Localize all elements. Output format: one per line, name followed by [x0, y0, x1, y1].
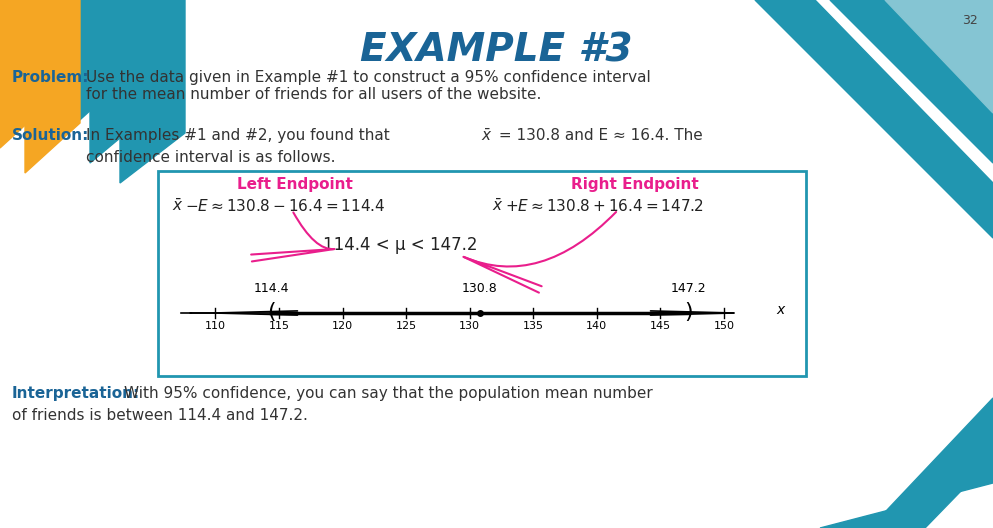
Text: $+ E \approx 130.8 + 16.4 = 147.2$: $+ E \approx 130.8 + 16.4 = 147.2$: [505, 198, 704, 214]
Text: ): ): [684, 302, 692, 322]
Text: = 130.8 and E ≈ 16.4. The: = 130.8 and E ≈ 16.4. The: [494, 128, 703, 143]
Text: $\bar{x}$: $\bar{x}$: [492, 198, 503, 214]
Text: 125: 125: [395, 321, 417, 331]
FancyBboxPatch shape: [158, 171, 806, 376]
Text: 147.2: 147.2: [670, 282, 706, 295]
Text: 120: 120: [332, 321, 354, 331]
Text: of friends is between 114.4 and 147.2.: of friends is between 114.4 and 147.2.: [12, 408, 308, 423]
Text: confidence interval is as follows.: confidence interval is as follows.: [86, 150, 336, 165]
Text: x: x: [776, 303, 784, 317]
Text: Interpretation:: Interpretation:: [12, 386, 140, 401]
Text: EXAMPLE #3: EXAMPLE #3: [359, 32, 633, 70]
Text: $\bar{x}$: $\bar{x}$: [481, 128, 493, 144]
Polygon shape: [755, 0, 993, 238]
Text: 32: 32: [962, 14, 978, 27]
Text: Solution:: Solution:: [12, 128, 89, 143]
Text: 115: 115: [268, 321, 290, 331]
Text: 145: 145: [649, 321, 671, 331]
Text: Use the data given in Example #1 to construct a 95% confidence interval
for the : Use the data given in Example #1 to cons…: [86, 70, 650, 102]
Text: In Examples #1 and #2, you found that: In Examples #1 and #2, you found that: [86, 128, 394, 143]
Text: 110: 110: [205, 321, 226, 331]
Polygon shape: [90, 0, 150, 163]
Text: 114.4 < μ < 147.2: 114.4 < μ < 147.2: [323, 236, 478, 254]
Text: Problem:: Problem:: [12, 70, 89, 85]
Polygon shape: [830, 0, 993, 163]
Polygon shape: [120, 0, 185, 183]
Text: 130: 130: [459, 321, 481, 331]
Text: Right Endpoint: Right Endpoint: [571, 177, 699, 192]
Text: 130.8: 130.8: [462, 282, 497, 295]
Polygon shape: [885, 0, 993, 113]
Text: 150: 150: [713, 321, 735, 331]
Text: 135: 135: [522, 321, 544, 331]
Polygon shape: [870, 398, 993, 528]
Text: 114.4: 114.4: [253, 282, 289, 295]
Polygon shape: [25, 0, 80, 173]
Text: With 95% confidence, you can say that the population mean number: With 95% confidence, you can say that th…: [124, 386, 652, 401]
Text: (: (: [267, 302, 276, 322]
Text: $\bar{x}$: $\bar{x}$: [172, 198, 184, 214]
Text: 140: 140: [586, 321, 608, 331]
Polygon shape: [0, 0, 55, 148]
Text: $- E \approx 130.8 - 16.4 = 114.4$: $- E \approx 130.8 - 16.4 = 114.4$: [185, 198, 385, 214]
Polygon shape: [820, 428, 993, 528]
Text: Left Endpoint: Left Endpoint: [237, 177, 353, 192]
Polygon shape: [60, 0, 115, 138]
